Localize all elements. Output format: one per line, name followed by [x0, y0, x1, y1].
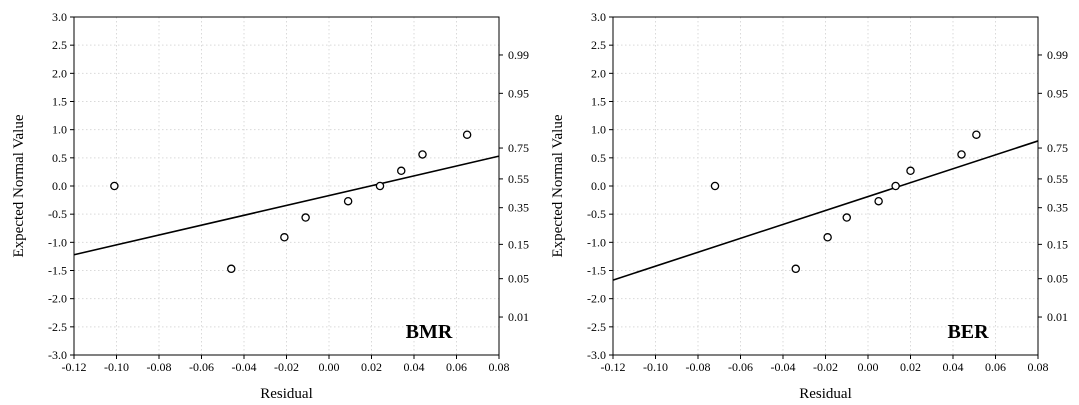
y-tick-label: 0.5: [591, 151, 606, 165]
probability-tick-label: 0.99: [1047, 48, 1068, 62]
probability-tick-label: 0.55: [1047, 172, 1068, 186]
y-tick-label: -0.5: [587, 207, 606, 221]
y-tick-label: -0.5: [48, 207, 67, 221]
data-point: [228, 265, 235, 272]
x-tick-label: 0.04: [404, 360, 425, 374]
x-axis-title: Residual: [260, 386, 313, 402]
x-tick-label: -0.02: [813, 360, 838, 374]
probability-tick-label: 0.95: [1047, 86, 1068, 100]
data-point: [376, 182, 383, 189]
y-tick-label: -1.5: [587, 264, 606, 278]
y-tick-label: -2.5: [48, 320, 67, 334]
data-point: [398, 167, 405, 174]
x-tick-label: -0.04: [771, 360, 796, 374]
x-tick-label: 0.08: [1028, 360, 1049, 374]
data-point: [892, 182, 899, 189]
probability-tick-label: 0.75: [508, 141, 529, 155]
probability-tick-label: 0.95: [508, 86, 529, 100]
data-point: [111, 182, 118, 189]
y-tick-label: 0.5: [52, 151, 67, 165]
probability-tick-label: 0.05: [1047, 272, 1068, 286]
y-tick-label: -3.0: [587, 348, 606, 362]
x-tick-label: 0.04: [943, 360, 964, 374]
normal-plot-ber: -0.12 -0.10 -0.08 -0.06 -0.04 -0.02 0.00 0.02 0.…: [539, 0, 1079, 405]
y-tick-label: -2.0: [587, 292, 606, 306]
probability-tick-label: 0.99: [508, 48, 529, 62]
y-tick-label: 1.0: [591, 123, 606, 137]
chart-svg-ber: -0.12 -0.10 -0.08 -0.06 -0.04 -0.02 0.00 0.02 0.…: [539, 0, 1079, 405]
probability-tick-label: 0.75: [1047, 141, 1068, 155]
y-tick-label: 2.0: [52, 66, 67, 80]
x-tick-label: 0.08: [489, 360, 510, 374]
y-tick-label: 1.5: [52, 95, 67, 109]
x-tick-label: 0.02: [361, 360, 382, 374]
x-tick-label: 0.02: [900, 360, 921, 374]
probability-tick-label: 0.01: [508, 310, 529, 324]
probability-tick-label: 0.55: [508, 172, 529, 186]
data-point: [345, 198, 352, 205]
y-axis-title: Expected Normal Value: [11, 114, 27, 257]
x-tick-label: -0.06: [189, 360, 214, 374]
x-tick-label: -0.10: [643, 360, 668, 374]
y-tick-label: 1.0: [52, 123, 67, 137]
y-tick-label: 3.0: [591, 10, 606, 24]
x-tick-label: -0.10: [104, 360, 129, 374]
y-tick-label: 3.0: [52, 10, 67, 24]
data-point: [419, 151, 426, 158]
data-point: [281, 234, 288, 241]
y-tick-label: 0.0: [591, 179, 606, 193]
data-point: [464, 131, 471, 138]
data-point: [907, 167, 914, 174]
x-tick-label: 0.06: [446, 360, 467, 374]
probability-tick-label: 0.15: [1047, 237, 1068, 251]
probability-tick-label: 0.05: [508, 272, 529, 286]
probability-tick-label: 0.35: [508, 201, 529, 215]
x-tick-label: -0.08: [686, 360, 711, 374]
y-tick-label: 0.0: [52, 179, 67, 193]
data-point: [792, 265, 799, 272]
y-tick-label: -2.5: [587, 320, 606, 334]
panel-label: BER: [947, 321, 989, 343]
data-point: [973, 131, 980, 138]
data-point: [958, 151, 965, 158]
x-tick-label: 0.06: [985, 360, 1006, 374]
y-tick-label: -3.0: [48, 348, 67, 362]
x-tick-label: -0.06: [728, 360, 753, 374]
x-tick-label: -0.02: [274, 360, 299, 374]
probability-tick-label: 0.15: [508, 237, 529, 251]
y-tick-label: -1.5: [48, 264, 67, 278]
y-tick-label: -1.0: [587, 235, 606, 249]
y-tick-label: -1.0: [48, 235, 67, 249]
y-axis-title: Expected Normal Value: [550, 114, 566, 257]
normal-plot-bmr: -0.12 -0.10 -0.08 -0.06 -0.04 -0.02 0.00 0.02 0.…: [0, 0, 540, 405]
data-point: [875, 198, 882, 205]
y-tick-label: 1.5: [591, 95, 606, 109]
y-tick-label: -2.0: [48, 292, 67, 306]
y-tick-label: 2.5: [52, 38, 67, 52]
x-tick-label: -0.04: [232, 360, 257, 374]
x-tick-label: -0.12: [601, 360, 626, 374]
data-point: [711, 182, 718, 189]
data-point: [824, 234, 831, 241]
x-axis-title: Residual: [799, 386, 852, 402]
data-point: [843, 214, 850, 221]
probability-tick-label: 0.35: [1047, 201, 1068, 215]
x-tick-label: 0.00: [858, 360, 879, 374]
probability-tick-label: 0.01: [1047, 310, 1068, 324]
data-point: [302, 214, 309, 221]
x-tick-label: -0.12: [62, 360, 87, 374]
x-tick-label: 0.00: [319, 360, 340, 374]
y-tick-label: 2.0: [591, 66, 606, 80]
chart-svg-bmr: -0.12 -0.10 -0.08 -0.06 -0.04 -0.02 0.00 0.02 0.…: [0, 0, 540, 405]
panel-label: BMR: [406, 321, 453, 343]
y-tick-label: 2.5: [591, 38, 606, 52]
x-tick-label: -0.08: [147, 360, 172, 374]
